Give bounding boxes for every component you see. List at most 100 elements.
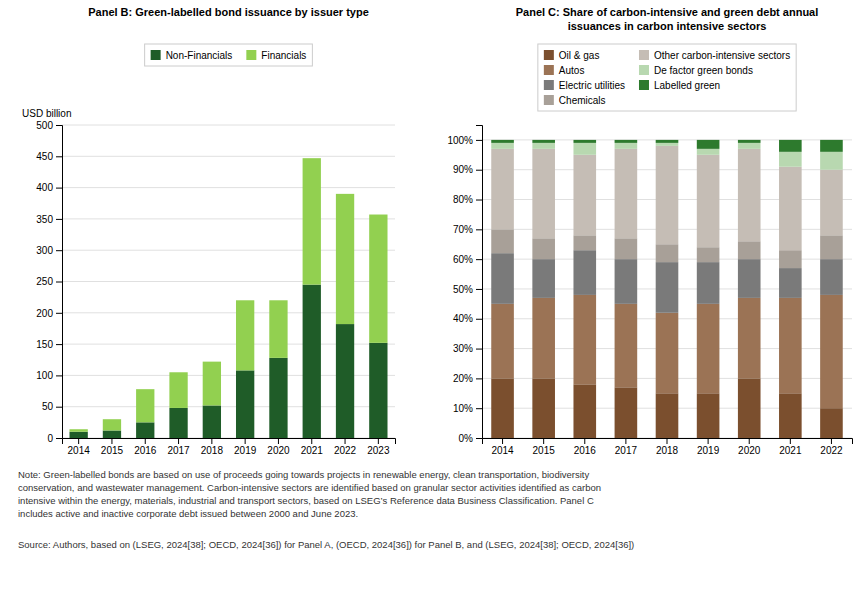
- bar: [573, 155, 596, 235]
- tick: 2014: [68, 438, 91, 456]
- legend-swatch: [544, 65, 554, 75]
- source: Source: Authors, based on (LSEG, 2024[38…: [18, 539, 634, 550]
- bar: [169, 372, 187, 408]
- bar: [820, 408, 843, 438]
- grid: [482, 140, 852, 438]
- tick: 2023: [367, 438, 390, 456]
- bar: [573, 295, 596, 384]
- bar: [203, 405, 221, 438]
- bar: [656, 262, 679, 313]
- bar: [656, 143, 679, 146]
- tick-mark: [178, 438, 179, 444]
- tick-label: 2018: [656, 445, 679, 456]
- tick: 2015: [533, 438, 556, 456]
- legend-label: Other carbon-intensive sectors: [654, 50, 790, 61]
- legend-swatch: [246, 50, 256, 60]
- bar: [615, 140, 638, 143]
- legend-item: Labelled green: [639, 80, 720, 91]
- tick-label: 2020: [738, 445, 761, 456]
- tick-mark: [56, 125, 62, 126]
- bar: [615, 387, 638, 438]
- bar: [738, 149, 761, 241]
- tick-mark: [476, 349, 482, 350]
- legend-swatch: [544, 50, 554, 60]
- figure: Panel B: Green-labelled bond issuance by…: [0, 0, 868, 589]
- bar: [369, 215, 387, 343]
- tick-label: 450: [36, 151, 53, 162]
- bar: [697, 304, 720, 393]
- tick-label: 400: [36, 182, 53, 193]
- bar: [336, 194, 354, 324]
- bar: [779, 152, 802, 167]
- x-axis: 2014201520162017201820192020202120222023: [63, 438, 396, 456]
- bar: [820, 152, 843, 170]
- tick-mark: [56, 344, 62, 345]
- tick-mark: [749, 438, 750, 444]
- bar: [269, 358, 287, 438]
- tick-mark: [476, 259, 482, 260]
- tick: 2020: [267, 438, 290, 456]
- tick-mark: [311, 438, 312, 444]
- bar: [738, 298, 761, 378]
- tick: 90%: [453, 164, 482, 175]
- tick-label: 2014: [491, 445, 514, 456]
- tick-mark: [476, 289, 482, 290]
- bar: [738, 140, 761, 143]
- tick-label: 2021: [301, 445, 324, 456]
- bar: [697, 155, 720, 247]
- bar: [573, 140, 596, 143]
- bar: [779, 268, 802, 298]
- tick: 2019: [697, 438, 720, 456]
- tick-label: 300: [36, 245, 53, 256]
- tick-label: 250: [36, 276, 53, 287]
- tick-mark: [145, 438, 146, 444]
- legend-item: Electric utilities: [544, 80, 625, 91]
- bar: [532, 238, 555, 259]
- tick-label: 2015: [533, 445, 556, 456]
- axis-line: [63, 439, 396, 445]
- tick: 50: [42, 401, 62, 412]
- bar: [491, 304, 514, 379]
- tick: 400: [36, 182, 62, 193]
- bar: [532, 143, 555, 149]
- legend-label: Labelled green: [654, 80, 720, 91]
- bar: [136, 422, 154, 438]
- bar: [656, 393, 679, 438]
- panel: Panel C: Share of carbon-intensive and g…: [447, 6, 852, 456]
- text-line: issuances in carbon intensive sectors: [568, 20, 767, 32]
- bars: [491, 140, 843, 438]
- tick-label: 2019: [697, 445, 720, 456]
- legend-label: Electric utilities: [559, 80, 625, 91]
- bar: [532, 140, 555, 143]
- axis-line: [483, 439, 853, 445]
- bar: [656, 313, 679, 393]
- tick: 250: [36, 276, 62, 287]
- tick-mark: [502, 438, 503, 444]
- bar: [615, 304, 638, 387]
- tick-mark: [245, 438, 246, 444]
- bar: [738, 259, 761, 298]
- tick-label: 2022: [334, 445, 357, 456]
- axis-label: USD billion: [22, 108, 71, 119]
- bar: [491, 229, 514, 253]
- bar: [779, 298, 802, 393]
- bar: [656, 140, 679, 143]
- tick-label: 10%: [453, 403, 473, 414]
- bar: [738, 143, 761, 149]
- tick-label: 2017: [167, 445, 190, 456]
- bar: [738, 241, 761, 259]
- bar: [532, 259, 555, 298]
- tick: 2020: [738, 438, 761, 456]
- tick-label: 150: [36, 339, 53, 350]
- legend-item: Financials: [246, 50, 306, 61]
- tick-mark: [56, 188, 62, 189]
- legend-item: Autos: [544, 65, 585, 76]
- tick: 2017: [615, 438, 638, 456]
- tick: 70%: [453, 224, 482, 235]
- bar: [573, 235, 596, 250]
- tick: 2018: [201, 438, 224, 456]
- tick-mark: [345, 438, 346, 444]
- bar: [236, 300, 254, 370]
- bar: [573, 384, 596, 438]
- legend-item: De factor green bonds: [639, 65, 753, 76]
